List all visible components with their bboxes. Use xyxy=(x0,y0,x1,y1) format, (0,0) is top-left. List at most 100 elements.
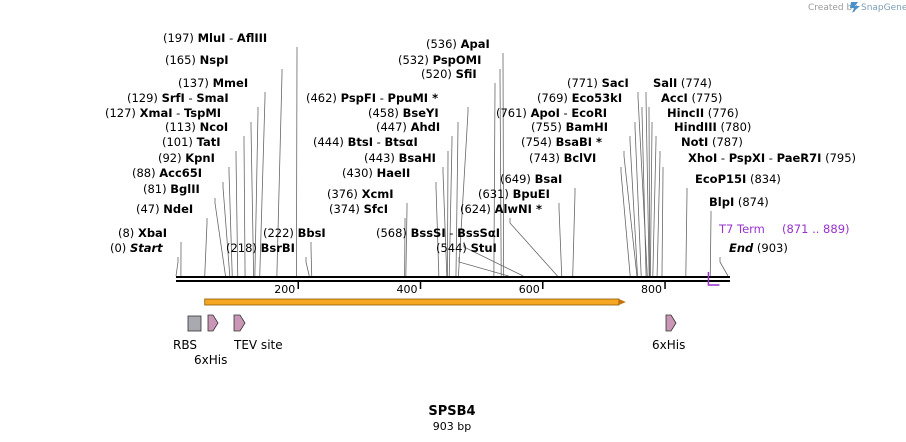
site-srfi[interactable]: (129) SrfI - SmaI xyxy=(127,91,259,277)
site-connector-line xyxy=(455,122,459,277)
site-bsrbi[interactable]: (218) BsrBI xyxy=(226,241,310,277)
site-ncoi[interactable]: (113) NcoI xyxy=(165,120,246,277)
site-label: HindIII (780) xyxy=(674,120,751,134)
tev-site-label: TEV site xyxy=(233,338,283,352)
site-label: (444) BtsI - BtsαI xyxy=(313,135,418,149)
site-xmai[interactable]: (127) XmaI - TspMI xyxy=(105,106,255,277)
site-connector-line xyxy=(493,83,496,277)
site-xhoi[interactable]: XhoI - PspXI - PaeR7I (795) xyxy=(661,151,856,277)
site-apai[interactable]: (536) ApaI xyxy=(426,37,505,277)
sequence-backbone xyxy=(176,276,730,282)
site-label: (47) NdeI xyxy=(136,202,193,216)
site-label: (430) HaeII xyxy=(342,166,410,180)
site-haeii[interactable]: (430) HaeII xyxy=(342,166,440,277)
site-start[interactable]: (0) Start xyxy=(110,241,179,277)
site-connector-line xyxy=(447,151,449,277)
site-label: (376) XcmI xyxy=(327,187,394,201)
site-hincii[interactable]: HincII (776) xyxy=(649,106,739,277)
site-label: NotI (787) xyxy=(681,135,743,149)
site-label: (761) ApoI - EcoRI xyxy=(496,106,607,120)
site-btsi[interactable]: (444) BtsI - BtsαI xyxy=(313,135,449,277)
site-alwni[interactable]: (624) AlwNI * xyxy=(460,202,558,277)
rbs-feature[interactable] xyxy=(187,315,202,332)
site-label: (222) BbsI xyxy=(263,226,326,240)
site-xcmi[interactable]: (376) XcmI xyxy=(327,187,408,277)
site-pspfi[interactable]: (462) PspFI - PpuMI * xyxy=(306,91,469,277)
site-connector-line xyxy=(243,136,246,277)
site-end[interactable]: End (903) xyxy=(719,241,788,277)
site-apoi[interactable]: (761) ApoI - EcoRI xyxy=(496,106,642,277)
site-bpuei[interactable]: (631) BpuEI xyxy=(478,187,563,277)
tev-site-feature[interactable] xyxy=(233,314,246,332)
site-hindiii[interactable]: HindIII (780) xyxy=(652,120,752,277)
site-stui[interactable]: (544) StuI xyxy=(436,241,509,277)
construct-title: SPSB4 xyxy=(428,404,475,419)
site-connector-line xyxy=(623,151,638,277)
site-label: (458) BseYI xyxy=(368,106,439,120)
site-connector-line xyxy=(250,122,255,277)
tick-label: 200 xyxy=(274,283,295,296)
6xhis-label-start: 6xHis xyxy=(194,353,227,367)
ruler-ticks: 200 400 600 800 xyxy=(274,282,666,296)
site-label: (101) TatI xyxy=(162,135,221,149)
credit-text: Created by xyxy=(808,3,858,13)
site-connector-line xyxy=(448,136,453,277)
site-bamhi[interactable]: (755) BamHI xyxy=(531,120,638,277)
site-bsahi[interactable]: (443) BsaHI xyxy=(364,151,448,277)
site-connector-line xyxy=(435,182,440,277)
site-label: (771) SacI xyxy=(567,76,629,90)
site-eco53ki[interactable]: (769) Eco53kI xyxy=(537,91,647,277)
site-acci[interactable]: AccI (775) xyxy=(648,91,722,277)
site-connector-line xyxy=(629,136,638,277)
site-connector-line xyxy=(305,257,310,277)
site-connector-line xyxy=(656,151,661,277)
site-bsssi[interactable]: (568) BssSI - BssSαI xyxy=(376,226,524,277)
tick-label: 800 xyxy=(641,283,662,296)
site-connector-line xyxy=(620,167,631,277)
site-connector-line xyxy=(296,47,298,277)
6xhis-feature-end[interactable] xyxy=(665,314,677,332)
site-connector-line xyxy=(641,107,647,277)
site-sali[interactable]: SalI (774) xyxy=(645,76,712,277)
6xhis-feature-start[interactable] xyxy=(207,314,219,332)
site-mmei[interactable]: (137) MmeI xyxy=(178,76,266,277)
site-kpni[interactable]: (92) KpnI xyxy=(158,151,233,277)
site-bglii[interactable]: (81) BglII xyxy=(143,182,226,277)
site-xbai[interactable]: (8) XbaI xyxy=(118,226,182,277)
site-pspomi[interactable]: (532) PspOMI xyxy=(398,53,502,277)
site-bseyi[interactable]: (458) BseYI xyxy=(368,106,459,277)
site-label: EcoP15I (834) xyxy=(695,172,781,186)
rbs-label: RBS xyxy=(173,338,197,352)
site-bsabi[interactable]: (754) BsaBI * xyxy=(521,135,638,277)
site-sfci[interactable]: (374) SfcI xyxy=(329,202,406,277)
site-bsai[interactable]: (649) BsaI xyxy=(500,172,576,277)
credit-brand: SnapGene xyxy=(861,3,906,13)
site-bbsi[interactable]: (222) BbsI xyxy=(263,226,326,277)
t7-terminator-marker[interactable] xyxy=(707,272,720,286)
site-tati[interactable]: (101) TatI xyxy=(162,135,239,277)
site-bclvi[interactable]: (743) BclVI xyxy=(529,151,631,277)
tick-label: 600 xyxy=(519,283,540,296)
site-acc65i[interactable]: (88) Acc65I xyxy=(132,166,231,277)
site-ndei[interactable]: (47) NdeI xyxy=(136,202,208,277)
site-ahdi[interactable]: (447) AhdI xyxy=(376,120,453,277)
site-label: (443) BsaHI xyxy=(364,151,436,165)
site-connector-line xyxy=(558,203,563,277)
site-noti[interactable]: NotI (787) xyxy=(656,135,743,277)
site-connector-line xyxy=(310,242,313,277)
site-sfii[interactable]: (520) SfiI xyxy=(421,67,496,277)
site-connector-line xyxy=(709,211,712,277)
site-connector-line xyxy=(719,257,729,277)
site-label: (568) BssSI - BssSαI xyxy=(376,226,500,240)
site-label: (113) NcoI xyxy=(165,120,228,134)
site-mlui[interactable]: (197) MluI - AflIII xyxy=(163,31,298,277)
site-ecop15i[interactable]: EcoP15I (834) xyxy=(685,172,781,277)
site-connector-line xyxy=(502,53,505,277)
site-nspi[interactable]: (165) NspI xyxy=(165,53,283,277)
site-blpi[interactable]: BlpI (874) xyxy=(709,195,769,277)
site-label: (92) KpnI xyxy=(158,151,215,165)
orf-arrow[interactable] xyxy=(204,298,626,306)
site-label: (769) Eco53kI xyxy=(537,91,622,105)
site-label: HincII (776) xyxy=(667,106,739,120)
